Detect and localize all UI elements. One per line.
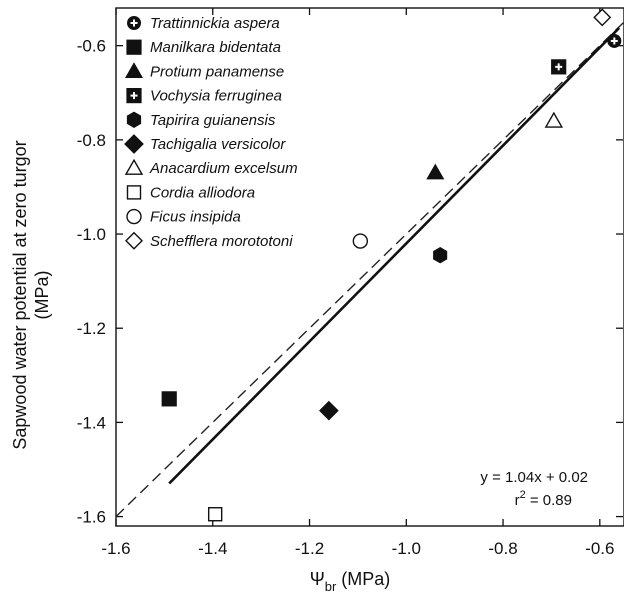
regression-line	[168, 27, 621, 485]
y-tick-label: -0.6	[77, 37, 106, 56]
x-tick-label: -1.4	[198, 539, 227, 558]
legend-marker-square-open	[126, 185, 142, 200]
legend-label: Vochysia ferruginea	[150, 88, 282, 105]
data-point-square-filled	[161, 391, 177, 407]
legend-label: Ficus insipida	[150, 209, 241, 226]
x-axis-title-subscript: br	[325, 579, 337, 594]
legend-label: Trattinnickia aspera	[150, 15, 280, 32]
data-point-diamond-filled	[319, 400, 339, 421]
legend-label: Tachigalia versicolor	[150, 136, 286, 153]
y-axis-title: Sapwood water potential at zero turgor (…	[10, 140, 52, 449]
regression-equation: y = 1.04x + 0.02	[480, 469, 588, 486]
legend-label: Cordia alliodora	[150, 184, 255, 201]
y-tick-label: -1.4	[77, 413, 106, 432]
y-tick-label: -0.8	[77, 131, 106, 150]
x-axis-title-unit: (MPa)	[336, 569, 390, 589]
legend-marker-triangle-open	[124, 158, 144, 175]
legend-label: Tapirira guianensis	[150, 112, 276, 129]
y-tick-label: -1.6	[77, 508, 106, 527]
x-tick-label: -1.2	[295, 539, 324, 558]
y-tick-label: -1.2	[77, 319, 106, 338]
x-tick-label: -0.6	[585, 539, 614, 558]
legend-marker-circle-open	[126, 208, 142, 225]
data-point-square-open	[207, 507, 223, 522]
legend-label: Anacardium excelsum	[149, 160, 298, 177]
data-point-triangle-filled	[426, 163, 445, 180]
fit-lines-group	[115, 21, 624, 518]
legend-marker-hexagon-filled	[126, 111, 142, 128]
legend-marker-square-plus	[126, 87, 142, 104]
data-point-circle-plus	[607, 33, 622, 48]
plot-frame-group: -1.6 -1.4 -1.2 -1.0 -0.8 -0.6 -1.6 -1.4 -1.2 -1.0…	[77, 7, 624, 558]
data-point-diamond-open	[593, 8, 612, 27]
legend-marker-square-filled	[126, 39, 142, 55]
x-axis-title: Ψbr (MPa)	[310, 569, 391, 594]
data-point-square-plus	[551, 59, 567, 75]
legend-label: Manilkara bidentata	[150, 39, 281, 56]
r2-superscript: 2	[520, 489, 526, 501]
legend-label: Protium panamense	[150, 63, 284, 80]
r2-prefix: r	[515, 492, 520, 509]
legend: Trattinnickia aspera Manilkara bidentata P…	[124, 15, 298, 250]
data-point-triangle-open	[544, 111, 564, 128]
legend-label: Schefflera morototoni	[150, 233, 293, 250]
x-tick-label: -1.0	[392, 539, 421, 558]
legend-marker-diamond-filled	[124, 134, 144, 154]
x-axis-title-symbol: Ψ	[310, 569, 325, 589]
y-axis-title-line2: (MPa)	[32, 271, 52, 320]
r-squared-label: r2 = 0.89	[515, 489, 572, 509]
legend-marker-triangle-filled	[124, 62, 144, 79]
data-point-circle-open	[352, 233, 369, 249]
plot-frame	[115, 7, 624, 527]
data-point-hexagon-filled	[433, 247, 448, 264]
x-tick-label: -1.6	[101, 539, 130, 558]
y-tick-label: -1.0	[77, 225, 106, 244]
data-markers-group	[161, 8, 622, 522]
x-tick-label: -0.8	[488, 539, 517, 558]
y-axis-title-line1: Sapwood water potential at zero turgor	[10, 140, 30, 449]
legend-marker-circle-plus	[127, 16, 141, 30]
legend-marker-diamond-open	[125, 231, 143, 250]
r2-suffix: = 0.89	[526, 492, 572, 509]
